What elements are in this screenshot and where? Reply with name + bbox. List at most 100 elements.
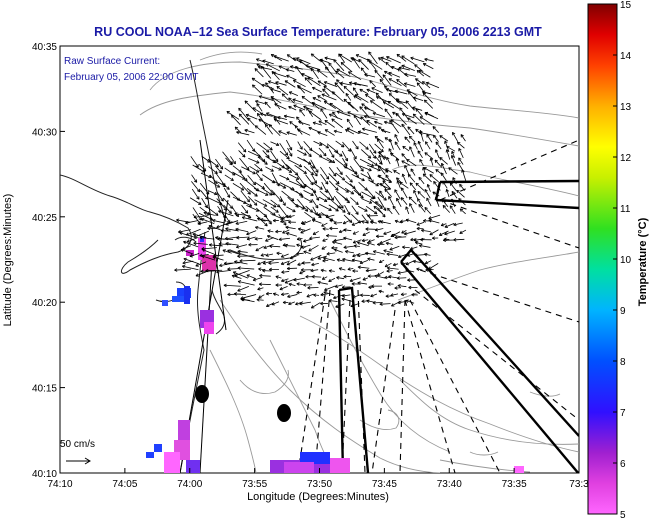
current-vector: [323, 256, 335, 262]
current-vector: [289, 255, 298, 260]
current-vector: [328, 113, 343, 121]
current-vector: [232, 183, 245, 191]
current-vector: [354, 94, 369, 103]
current-vector: [364, 73, 376, 78]
current-vector: [360, 293, 370, 298]
current-vector: [370, 220, 377, 225]
current-vector: [200, 172, 212, 179]
current-vector: [364, 106, 375, 112]
current-vector: [336, 79, 343, 87]
current-vector: [192, 232, 207, 238]
current-vector: [259, 273, 271, 278]
current-vector: [255, 245, 264, 252]
current-vector: [432, 126, 440, 133]
current-vector: [310, 159, 319, 173]
figure-title: RU COOL NOAA–12 Sea Surface Temperature:…: [94, 25, 542, 39]
current-vector: [320, 173, 329, 185]
current-vector: [401, 173, 407, 184]
current-vector: [241, 166, 256, 175]
current-vector: [394, 189, 401, 200]
current-vector: [332, 240, 343, 245]
current-vector: [276, 85, 289, 96]
current-vector: [377, 196, 387, 211]
current-vector: [189, 197, 202, 205]
current-vector: [411, 292, 418, 297]
current-vector: [402, 145, 410, 152]
current-vector: [383, 249, 393, 254]
current-vector: [234, 126, 242, 133]
current-vector: [191, 181, 201, 193]
current-vector: [281, 278, 289, 283]
current-vector: [191, 188, 200, 200]
current-vector: [416, 226, 424, 231]
current-vector: [303, 165, 314, 176]
current-vector: [275, 81, 287, 86]
current-vector: [382, 101, 395, 109]
current-vector: [198, 212, 214, 221]
current-vector: [230, 156, 236, 165]
current-vector: [301, 73, 314, 80]
current-vector: [180, 248, 194, 255]
current-vector: [428, 214, 441, 220]
current-vector: [317, 131, 328, 137]
current-vector: [377, 175, 392, 183]
current-vector: [185, 220, 199, 225]
current-vector: [311, 188, 320, 201]
current-vector: [359, 165, 372, 172]
current-vector: [317, 280, 328, 285]
current-vector: [271, 165, 282, 171]
current-vector: [183, 257, 200, 265]
current-vector: [366, 241, 375, 246]
current-vector: [405, 260, 415, 266]
current-vector: [346, 127, 360, 135]
current-vector: [452, 177, 457, 185]
current-vector: [254, 237, 263, 241]
current-vector: [415, 182, 425, 191]
current-vector: [347, 267, 354, 271]
current-vector: [287, 147, 293, 157]
coverage-boundaries: [337, 179, 579, 473]
current-vector: [280, 219, 290, 224]
current-vector: [208, 166, 218, 174]
current-vector: [319, 141, 329, 149]
current-vector: [352, 269, 359, 273]
x-axis-ticks: 74:10 74:05 74:00 73:55 73:50 73:45 73:40 73:35…: [47, 468, 589, 490]
current-vector: [424, 112, 439, 120]
current-vector: [429, 229, 439, 236]
current-vector: [321, 246, 327, 250]
current-vector: [255, 225, 265, 230]
current-vector: [366, 188, 376, 199]
current-vector: [367, 274, 376, 278]
current-vector: [378, 57, 386, 63]
current-vector: [423, 167, 434, 174]
current-vector: [401, 262, 407, 266]
current-vector: [424, 189, 431, 199]
current-vector: [384, 188, 392, 198]
current-vector: [379, 220, 391, 225]
current-vector: [262, 199, 277, 208]
current-vector: [318, 120, 327, 126]
current-vector: [305, 64, 321, 71]
current-vector: [225, 220, 239, 226]
current-vector: [280, 260, 290, 266]
current-vector: [410, 237, 417, 242]
current-vector: [368, 179, 379, 187]
current-vector: [405, 218, 417, 224]
current-vector: [393, 170, 400, 175]
current-vector: [345, 174, 353, 183]
current-vector: [309, 236, 320, 240]
current-vector: [207, 190, 218, 196]
current-vector: [328, 180, 339, 191]
current-vector: [326, 233, 337, 238]
current-vector: [355, 54, 370, 61]
current-vector: [404, 230, 416, 236]
current-vector: [361, 220, 369, 224]
current-vector: [419, 244, 431, 248]
current-vector: [241, 297, 255, 303]
current-vector: [428, 263, 439, 270]
current-vector: [270, 87, 281, 93]
current-vector: [342, 257, 354, 262]
current-vector: [394, 134, 399, 142]
current-vector: [231, 274, 242, 279]
current-vector: [406, 252, 416, 257]
